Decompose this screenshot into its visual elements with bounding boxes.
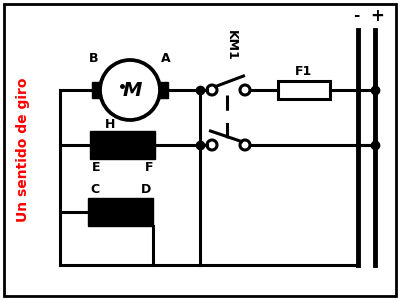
Text: E: E: [92, 161, 100, 174]
Text: F1: F1: [295, 65, 313, 78]
Bar: [160, 82, 168, 98]
Text: Un sentido de giro: Un sentido de giro: [16, 78, 30, 222]
Bar: [92, 82, 100, 98]
Text: KM1: KM1: [225, 30, 238, 60]
Bar: [278, 81, 330, 99]
Text: -: -: [353, 8, 359, 23]
Bar: [88, 198, 153, 226]
Text: C: C: [90, 183, 99, 196]
Text: A: A: [161, 52, 171, 65]
Text: +: +: [370, 7, 384, 25]
Text: M: M: [122, 80, 142, 100]
Text: D: D: [141, 183, 151, 196]
Text: B: B: [89, 52, 99, 65]
Text: F: F: [144, 161, 153, 174]
Bar: [90, 131, 155, 159]
Text: H: H: [105, 118, 115, 131]
